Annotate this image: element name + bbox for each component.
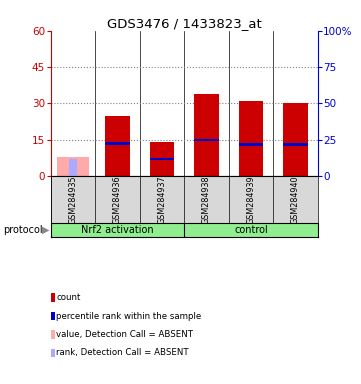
Text: Nrf2 activation: Nrf2 activation xyxy=(81,225,154,235)
Text: percentile rank within the sample: percentile rank within the sample xyxy=(56,311,201,321)
Text: GSM284938: GSM284938 xyxy=(202,175,211,224)
Text: GSM284935: GSM284935 xyxy=(68,175,77,224)
Text: GSM284940: GSM284940 xyxy=(291,175,300,224)
Text: GSM284936: GSM284936 xyxy=(113,175,122,224)
Bar xyxy=(194,94,219,176)
Bar xyxy=(149,158,174,161)
Bar xyxy=(57,157,89,176)
Text: protocol: protocol xyxy=(4,225,43,235)
Title: GDS3476 / 1433823_at: GDS3476 / 1433823_at xyxy=(107,17,261,30)
Bar xyxy=(239,143,263,146)
Text: value, Detection Call = ABSENT: value, Detection Call = ABSENT xyxy=(56,330,193,339)
Bar xyxy=(194,139,219,141)
Text: rank, Detection Call = ABSENT: rank, Detection Call = ABSENT xyxy=(56,348,189,358)
Text: GSM284939: GSM284939 xyxy=(247,175,255,224)
Text: count: count xyxy=(56,293,81,302)
Bar xyxy=(239,101,263,176)
Text: ▶: ▶ xyxy=(42,225,49,235)
Text: GSM284937: GSM284937 xyxy=(157,175,166,224)
Text: control: control xyxy=(234,225,268,235)
Bar xyxy=(105,116,130,176)
Bar xyxy=(149,142,174,176)
Bar xyxy=(69,159,77,176)
Bar xyxy=(283,103,308,176)
Bar xyxy=(105,142,130,145)
Bar xyxy=(283,143,308,146)
